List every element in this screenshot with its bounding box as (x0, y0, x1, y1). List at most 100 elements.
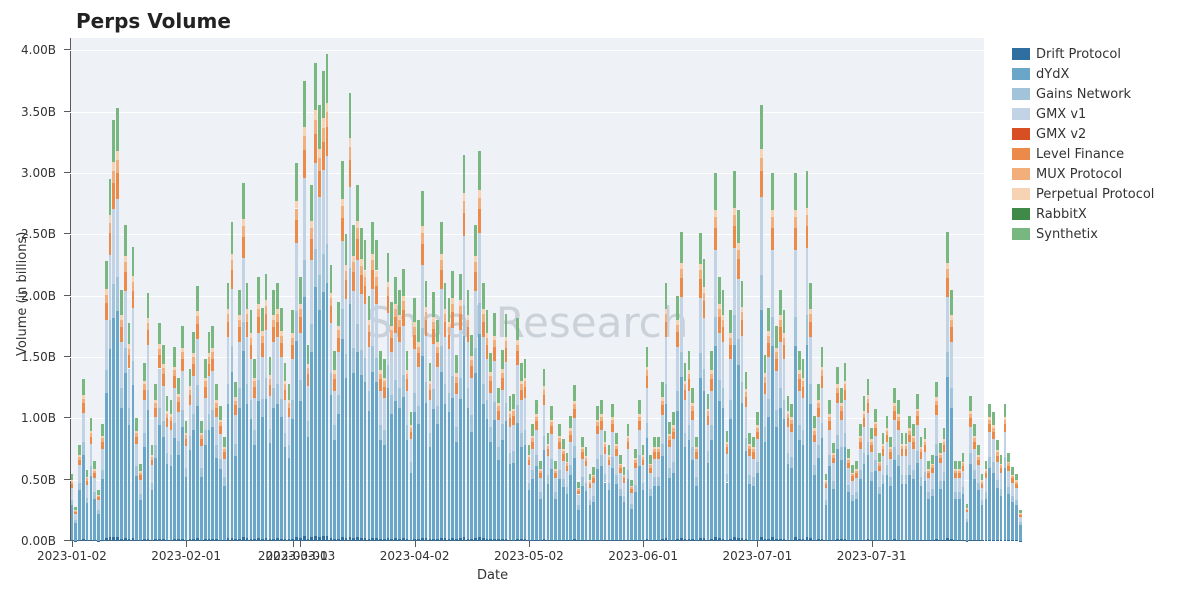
bar-segment-level (943, 445, 946, 452)
bar-segment-perp (417, 342, 420, 346)
bar-segment-dydx (543, 450, 546, 539)
bar-segment-gmx1 (413, 349, 416, 393)
bar-segment-mux (132, 282, 135, 291)
bar-segment-drift (958, 540, 961, 541)
bar-segment-level (790, 424, 793, 432)
bar-segment-dydx (737, 365, 740, 537)
bar-segment-dydx (112, 318, 115, 537)
bar-segment-drift (242, 537, 245, 541)
bar-segment-mux (733, 215, 736, 226)
bar-segment-dydx (600, 466, 603, 539)
bar-segment-mux (208, 357, 211, 363)
bar-segment-gmx1 (333, 391, 336, 425)
bar-segment-mux (798, 374, 801, 380)
bar-segment-perp (661, 397, 664, 400)
bar-segment-perp (497, 403, 500, 406)
bar-segment-drift (1011, 540, 1014, 541)
bar-segment-dydx (855, 499, 858, 540)
bar-segment-perp (958, 469, 961, 471)
bar-segment-gmx1 (630, 493, 633, 504)
bar-segment-perp (779, 315, 782, 320)
bar-segment-gains (333, 425, 336, 440)
bar-segment-synthetix (322, 71, 325, 118)
bar-segment-drift (333, 539, 336, 541)
bar-segment-mux (238, 320, 241, 328)
bar-segment-drift (642, 540, 645, 541)
bar-segment-mux (143, 384, 146, 389)
bar-segment-synthetix (436, 320, 439, 342)
bar-segment-gmx1 (981, 488, 984, 500)
bar-segment-mux (162, 368, 165, 374)
bar-segment-mux (615, 446, 618, 449)
bar-segment-level (657, 452, 660, 458)
bar-segment-drift (402, 538, 405, 541)
bar-segment-perp (562, 449, 565, 451)
bar-segment-gains (806, 315, 809, 345)
bar-segment-dydx (474, 373, 477, 538)
bar-segment-gmx1 (512, 425, 515, 451)
bar-segment-drift (341, 537, 344, 541)
bar-segment-gains (973, 470, 976, 479)
bar-segment-level (280, 343, 283, 357)
bar-segment-drift (432, 539, 435, 541)
bar-segment-drift (280, 539, 283, 541)
bar-segment-gmx1 (299, 333, 302, 380)
legend-swatch (1012, 208, 1030, 220)
bar-segment-perp (333, 370, 336, 374)
bar-segment-drift (569, 540, 572, 541)
bar-segment-drift (969, 540, 972, 541)
bar-segment-drift (364, 538, 367, 541)
bar-segment-dydx (908, 475, 911, 540)
bar-segment-gains (364, 358, 367, 382)
bar-segment-perp (158, 344, 161, 348)
bar-segment-mux (1004, 420, 1007, 424)
bar-segment-gains (836, 435, 839, 449)
bar-segment-drift (93, 540, 96, 541)
bar-segment-mux (451, 304, 454, 312)
bar-segment-drift (417, 539, 420, 541)
bar-segment-level (440, 270, 443, 289)
bar-segment-level (688, 379, 691, 390)
bar-segment-gmx1 (539, 478, 542, 492)
bar-segment-dydx (120, 408, 123, 539)
bar-segment-gains (425, 382, 428, 403)
bar-segment-gains (729, 400, 732, 418)
bar-segment-gains (455, 427, 458, 442)
bar-segment-perp (874, 422, 877, 425)
bar-segment-gains (276, 384, 279, 405)
bar-segment-dydx (467, 408, 470, 539)
bar-segment-mux (813, 431, 816, 435)
bar-segment-gains (417, 406, 420, 424)
bar-segment-gains (112, 284, 115, 318)
bar-segment-drift (482, 538, 485, 541)
legend-swatch (1012, 168, 1030, 180)
bar-segment-perp (847, 458, 850, 460)
bar-segment-gmx1 (151, 465, 154, 482)
bar-segment-mux (596, 422, 599, 426)
bar-segment-drift (436, 539, 439, 541)
legend-label: Level Finance (1036, 147, 1124, 162)
bar-segment-gains (653, 477, 656, 485)
bar-segment-synthetix (992, 412, 995, 425)
bar-segment-drift (695, 540, 698, 541)
bar-segment-mux (368, 325, 371, 332)
bar-segment-gmx1 (436, 367, 439, 407)
bar-segment-level (718, 317, 721, 333)
bar-segment-synthetix (417, 320, 420, 342)
bar-segment-dydx (162, 437, 165, 539)
bar-segment-dydx (349, 304, 352, 537)
bar-segment-gmx1 (573, 418, 576, 446)
bar-segment-synthetix (935, 382, 938, 398)
bar-segment-level (958, 473, 961, 478)
bar-segment-level (844, 390, 847, 401)
legend-label: RabbitX (1036, 207, 1087, 222)
bar-segment-dydx (893, 460, 896, 540)
bar-segment-perp (455, 373, 458, 377)
bar-segment-synthetix (642, 445, 645, 455)
bar-segment-dydx (234, 456, 237, 539)
bar-segment-perp (550, 420, 553, 423)
bar-segment-gmx1 (569, 442, 572, 465)
bar-segment-synthetix (371, 222, 374, 254)
bar-segment-synthetix (463, 155, 466, 194)
bar-segment-gmx1 (303, 178, 306, 261)
